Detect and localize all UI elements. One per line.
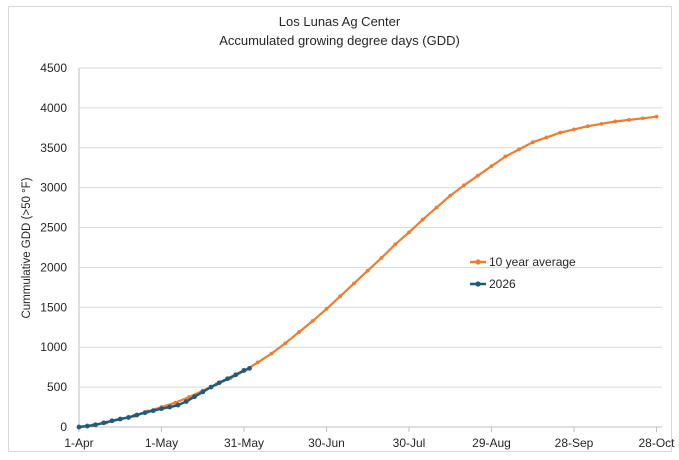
data-point-2026 [167,404,173,410]
data-point-2026 [192,394,197,400]
data-point-10-year-average [283,341,288,346]
x-tick-label: 28-Sep [555,436,594,450]
x-tick-label: 1-Apr [64,436,93,450]
data-point-10-year-average [269,351,274,356]
data-point-10-year-average [544,135,549,140]
data-point-2026 [150,408,156,414]
data-point-2026 [109,418,115,424]
data-point-10-year-average [475,173,480,178]
y-axis-title: Cummulative GDD (>50 °F) [21,177,33,318]
data-point-2026 [200,389,206,395]
data-point-2026 [225,376,230,382]
data-point-10-year-average [379,255,384,260]
data-point-10-year-average [310,318,315,323]
data-point-2026 [101,420,107,426]
y-tick-label: 500 [47,380,67,394]
y-tick-label: 4000 [40,101,67,115]
data-point-10-year-average [448,193,453,198]
x-tick-label: 31-May [224,436,264,450]
data-point-10-year-average [434,205,439,210]
legend-marker [475,281,481,287]
data-point-10-year-average [517,147,521,152]
legend-label: 2026 [489,277,516,291]
data-point-2026 [126,415,131,420]
chart-frame [8,6,672,452]
data-point-10-year-average [297,330,301,334]
data-point-10-year-average [640,116,645,121]
data-point-10-year-average [503,154,508,159]
y-tick-label: 2000 [40,260,67,274]
x-tick-label: 29-Aug [472,436,511,450]
data-point-10-year-average [365,268,370,273]
data-point-2026 [142,410,148,416]
data-point-2026 [233,372,239,378]
x-tick-label: 30-Jun [308,436,345,450]
y-tick-label: 3000 [40,181,67,195]
chart-subtitle: Accumulated growing degree days (GDD) [219,33,460,48]
data-point-10-year-average [530,140,535,145]
data-point-10-year-average [489,164,494,169]
data-point-10-year-average [420,217,425,222]
x-tick-label: 1-May [145,436,178,450]
x-tick-label: 30-Jul [393,436,426,450]
data-point-10-year-average [338,294,343,299]
data-point-10-year-average [654,114,659,119]
data-point-10-year-average [572,127,576,132]
data-point-10-year-average [585,124,590,129]
series-line-2026 [78,367,250,429]
data-point-2026 [183,399,189,404]
data-point-10-year-average [462,183,466,188]
y-tick-label: 1500 [40,300,67,314]
y-tick-label: 3500 [40,141,67,155]
legend-label: 10 year average [489,255,576,269]
data-point-2026 [134,412,140,418]
data-point-10-year-average [255,360,260,365]
legend-marker [475,259,481,265]
data-point-2026 [247,365,252,371]
data-point-2026 [84,423,90,429]
data-point-10-year-average [627,117,631,122]
data-point-10-year-average [599,121,604,126]
data-point-10-year-average [407,230,411,235]
data-point-10-year-average [352,281,356,286]
data-point-10-year-average [613,119,618,124]
y-tick-label: 2500 [40,221,67,235]
y-tick-label: 4500 [40,61,67,75]
x-tick-label: 28-Oct [638,436,675,450]
data-point-2026 [208,384,214,390]
chart-title: Los Lunas Ag Center [278,14,401,29]
y-tick-label: 1000 [40,340,67,354]
data-point-10-year-average [558,130,563,135]
data-point-2026 [117,416,123,422]
data-point-2026 [216,380,222,386]
data-point-2026 [93,422,98,428]
data-point-2026 [241,367,247,373]
y-tick-label: 0 [60,420,67,434]
data-point-10-year-average [324,307,329,311]
data-point-2026 [175,402,181,408]
data-point-2026 [76,424,82,430]
data-point-10-year-average [393,242,398,247]
data-point-2026 [159,406,164,412]
